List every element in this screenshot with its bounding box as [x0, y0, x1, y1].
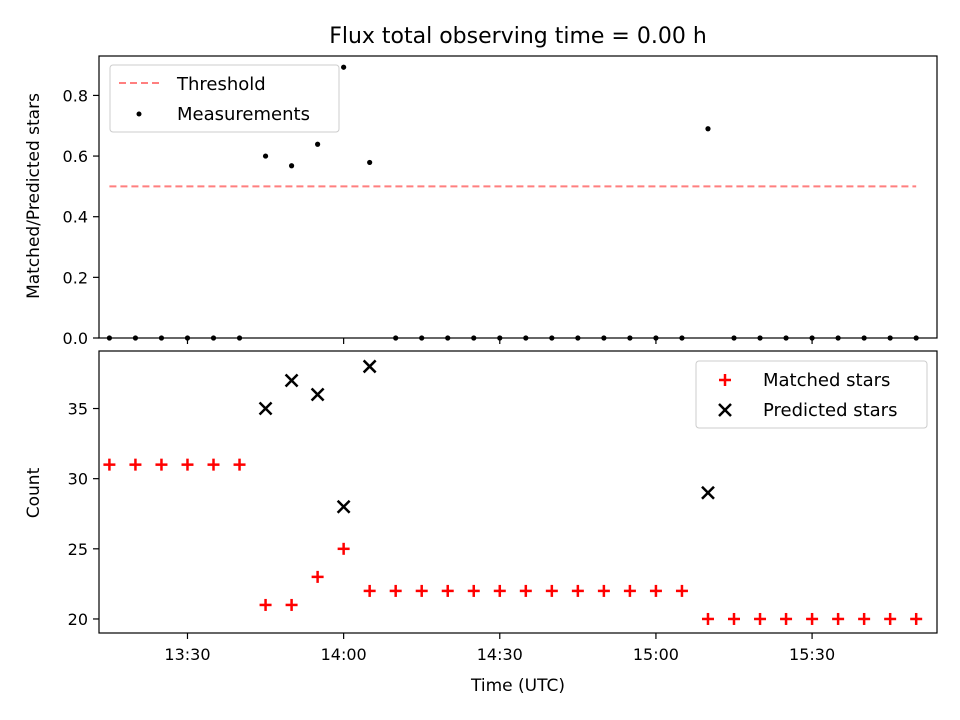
ratio-axes: 0.0 0.2 0.4 0.6 0.8: [63, 55, 938, 348]
matched-stars-point: [311, 570, 324, 583]
matched-stars-point: [675, 584, 688, 597]
matched-stars-point: [493, 584, 506, 597]
predicted-marker-b: [284, 373, 299, 388]
count-y-tick-label: 35: [68, 400, 88, 419]
matched-stars-point: [233, 458, 246, 471]
matched-legend-label: Matched stars: [763, 370, 890, 391]
predicted-stars-point: [362, 359, 377, 374]
matched-stars-point: [181, 458, 194, 471]
matched-stars-point: [858, 612, 871, 625]
matched-stars-point: [363, 584, 376, 597]
matched-stars-point: [832, 612, 845, 625]
matched-stars-point: [728, 612, 741, 625]
count-x-tick-label: 14:00: [321, 645, 367, 664]
measurement-point: [341, 64, 347, 70]
count-axes: 13:30 14:00 14:30 15:00 15:30 20 25 30 35: [68, 350, 938, 664]
ratio-y-tick-label: 0.0: [63, 329, 88, 348]
matched-stars-point: [285, 598, 298, 611]
count-y-tick-label: 20: [68, 610, 88, 629]
ratio-legend-box: [109, 64, 340, 133]
matched-stars-point: [571, 584, 584, 597]
measurements-legend-label: Measurements: [177, 104, 310, 125]
matched-stars-point: [780, 612, 793, 625]
count-plot-area: [103, 359, 923, 625]
matched-stars-point: [701, 612, 714, 625]
measurement-point: [367, 159, 373, 166]
threshold-legend-label: Threshold: [176, 74, 266, 95]
measurement-point: [315, 141, 321, 147]
matched-stars-point: [467, 584, 480, 597]
ratio-y-axis-label: Matched/Predicted stars: [24, 93, 44, 299]
ratio-legend: Threshold Measurements: [109, 64, 340, 133]
predicted-stars-point: [336, 499, 351, 514]
measurement-point: [262, 153, 269, 159]
count-y-tick-label: 25: [68, 540, 88, 559]
predicted-marker-b: [701, 485, 715, 500]
ratio-panel: 0.00.20.40.60.8 Matched/Predicted stars …: [24, 55, 938, 348]
measurements-legend-swatch: [136, 111, 142, 117]
matched-stars-point: [519, 584, 532, 597]
count-x-tick-label: 13:30: [164, 645, 210, 664]
matched-stars-point: [259, 598, 272, 611]
matched-stars-point: [545, 584, 558, 597]
ratio-axes-frame: [98, 55, 938, 339]
matched-stars-point: [155, 458, 168, 471]
x-axis-label: Time (UTC): [470, 676, 565, 696]
matched-stars-point: [441, 584, 454, 597]
matched-stars-point: [649, 584, 662, 597]
ratio-y-tick-label: 0.8: [63, 86, 88, 105]
matched-stars-point: [884, 612, 897, 625]
measurement-point: [288, 163, 295, 169]
predicted-marker-b: [310, 387, 325, 402]
predicted-legend-swatch: [718, 403, 732, 417]
matched-stars-point: [806, 612, 819, 625]
predicted-legend-label: Predicted stars: [763, 400, 897, 421]
predicted-stars-point: [310, 387, 325, 402]
matched-stars-point: [754, 612, 767, 625]
matched-stars-point: [337, 542, 350, 555]
count-legend-box: [695, 360, 928, 429]
predicted-stars-point: [284, 373, 299, 388]
matched-stars-point: [910, 612, 923, 625]
predicted-marker-b: [258, 401, 273, 416]
count-y-tick-label: 30: [68, 470, 88, 489]
predicted-stars-point: [258, 401, 273, 416]
measurement-point: [705, 126, 711, 132]
ratio-y-tick-label: 0.6: [63, 147, 88, 166]
count-legend: Matched stars Predicted stars: [695, 360, 928, 429]
matched-stars-point: [207, 458, 220, 471]
matched-stars-point: [597, 584, 610, 597]
matched-stars-point: [103, 458, 116, 471]
predicted-stars-point: [701, 485, 715, 500]
chart-title: Flux total observing time = 0.00 h: [329, 24, 707, 49]
count-x-tick-label: 15:00: [633, 645, 679, 664]
ratio-y-tick-label: 0.4: [63, 208, 88, 227]
count-y-axis-label: Count: [24, 467, 44, 518]
count-x-tick-label: 15:30: [789, 645, 835, 664]
matched-stars-point: [129, 458, 142, 471]
predicted-marker-b: [336, 499, 351, 514]
ratio-y-tick-label: 0.2: [63, 268, 88, 287]
matched-stars-point: [623, 584, 636, 597]
predicted-marker-b: [362, 359, 377, 374]
matched-stars-point: [389, 584, 402, 597]
matched-legend-swatch: [719, 374, 731, 386]
matched-stars-point: [415, 584, 428, 597]
count-x-tick-label: 14:30: [477, 645, 523, 664]
count-axes-frame: [98, 350, 938, 634]
